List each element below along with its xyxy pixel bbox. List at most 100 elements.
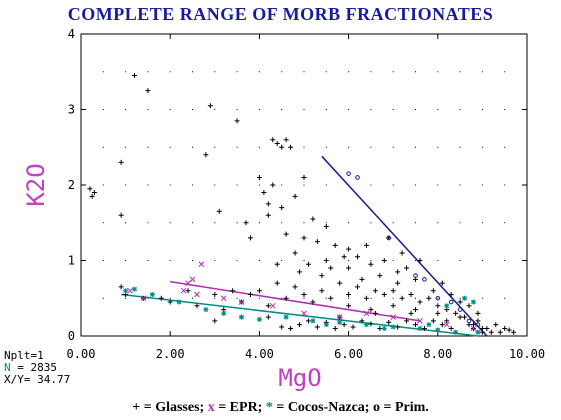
grid-dot (214, 222, 216, 224)
grid-dot (303, 146, 305, 148)
grid-dot (392, 109, 394, 110)
data-point-plus (363, 242, 369, 248)
grid-dot (303, 222, 305, 224)
n-label: N (4, 361, 11, 374)
data-point-plus (328, 295, 334, 301)
grid-dot (214, 184, 216, 186)
data-point-plus (430, 288, 436, 294)
data-point-plus (292, 284, 298, 290)
data-point-plus (359, 318, 365, 324)
legend-glasses-symbol: + (132, 400, 141, 415)
data-point-plus (368, 307, 374, 313)
data-point-plus (212, 318, 218, 324)
grid-dot (415, 109, 416, 110)
legend-glasses-label: = Glasses; (143, 400, 205, 415)
data-point-plus (261, 190, 267, 196)
legend-prim-symbol: o (372, 400, 380, 415)
data-point-plus (292, 250, 298, 256)
data-point-plus (319, 288, 325, 294)
grid-dot (102, 260, 104, 261)
data-point-plus (355, 254, 361, 260)
data-point-plus (399, 295, 405, 301)
legend-cocos-symbol: * (265, 400, 273, 415)
data-point-plus (435, 303, 441, 309)
grid-dot (102, 109, 104, 110)
grid-dot (415, 297, 416, 299)
data-point-circle (346, 171, 351, 176)
grid-dot (281, 260, 283, 261)
data-point-plus (395, 269, 401, 275)
data-point-x (185, 280, 191, 287)
data-point-plus (453, 310, 459, 316)
grid-dot (214, 297, 216, 299)
grid-dot (214, 109, 216, 110)
data-point-plus (341, 254, 347, 260)
grid-dot (437, 222, 439, 224)
grid-dot (192, 260, 193, 261)
data-point-circle (355, 175, 360, 180)
data-point-plus (87, 186, 93, 192)
trend-line (170, 280, 421, 322)
data-point-plus (448, 325, 454, 331)
grid-dot (459, 222, 461, 224)
grid-dot (415, 71, 416, 73)
grid-dot (169, 109, 171, 110)
data-point-x (198, 261, 205, 268)
grid-dot (370, 71, 372, 73)
data-point-star (453, 329, 459, 335)
grid-dot (147, 222, 149, 224)
x-tick-label: 0.00 (67, 347, 96, 361)
data-point-plus (408, 310, 414, 316)
grid-dot (236, 260, 238, 261)
grid-dot (169, 71, 171, 73)
data-point-star (203, 307, 209, 313)
grid-dot (504, 184, 506, 186)
grid-dot (147, 146, 149, 148)
x-tick-label: 10.00 (509, 347, 545, 361)
grid-dot (392, 260, 394, 261)
grid-dot (459, 109, 461, 110)
data-point-plus (274, 261, 280, 267)
data-point-plus (118, 284, 124, 290)
data-point-x (238, 299, 245, 305)
legend: + = Glasses; x = EPR; * = Cocos-Nazca; o… (0, 400, 561, 416)
data-point-star (337, 319, 343, 325)
grid-dot (303, 260, 305, 261)
grid-dot (192, 184, 193, 186)
data-point-x (269, 302, 276, 309)
grid-dot (348, 109, 350, 110)
data-point-star (381, 325, 387, 331)
y-tick-label: 3 (68, 103, 75, 117)
grid-dot (258, 109, 260, 110)
grid-dot (370, 297, 372, 299)
data-point-plus (395, 280, 401, 286)
grid-dot (147, 260, 149, 261)
data-point-star (435, 327, 441, 333)
grid-dot (125, 109, 127, 110)
grid-dot (325, 297, 327, 299)
grid-dot (258, 297, 260, 299)
data-point-circle (466, 318, 472, 324)
grid-dot (415, 146, 416, 148)
y-tick-label: 1 (68, 254, 75, 268)
data-point-plus (381, 258, 387, 263)
grid-dot (214, 260, 216, 261)
grid-dot (192, 109, 193, 110)
series-cocos-nazca (123, 286, 481, 335)
grid-dot (281, 184, 283, 186)
grid-dot (437, 71, 439, 73)
data-point-star (132, 286, 138, 292)
data-point-plus (301, 235, 307, 241)
data-point-plus (417, 258, 423, 263)
legend-epr-label: = EPR; (218, 400, 263, 415)
data-point-plus (368, 321, 374, 327)
series-prim- (346, 171, 481, 327)
grid-dot (504, 260, 506, 261)
data-point-plus (270, 137, 276, 143)
data-point-plus (404, 318, 410, 324)
grid-dot (415, 184, 416, 186)
grid-dot (125, 297, 127, 299)
series-epr (127, 261, 477, 332)
data-point-star (221, 310, 227, 316)
grid-dot (481, 146, 483, 148)
